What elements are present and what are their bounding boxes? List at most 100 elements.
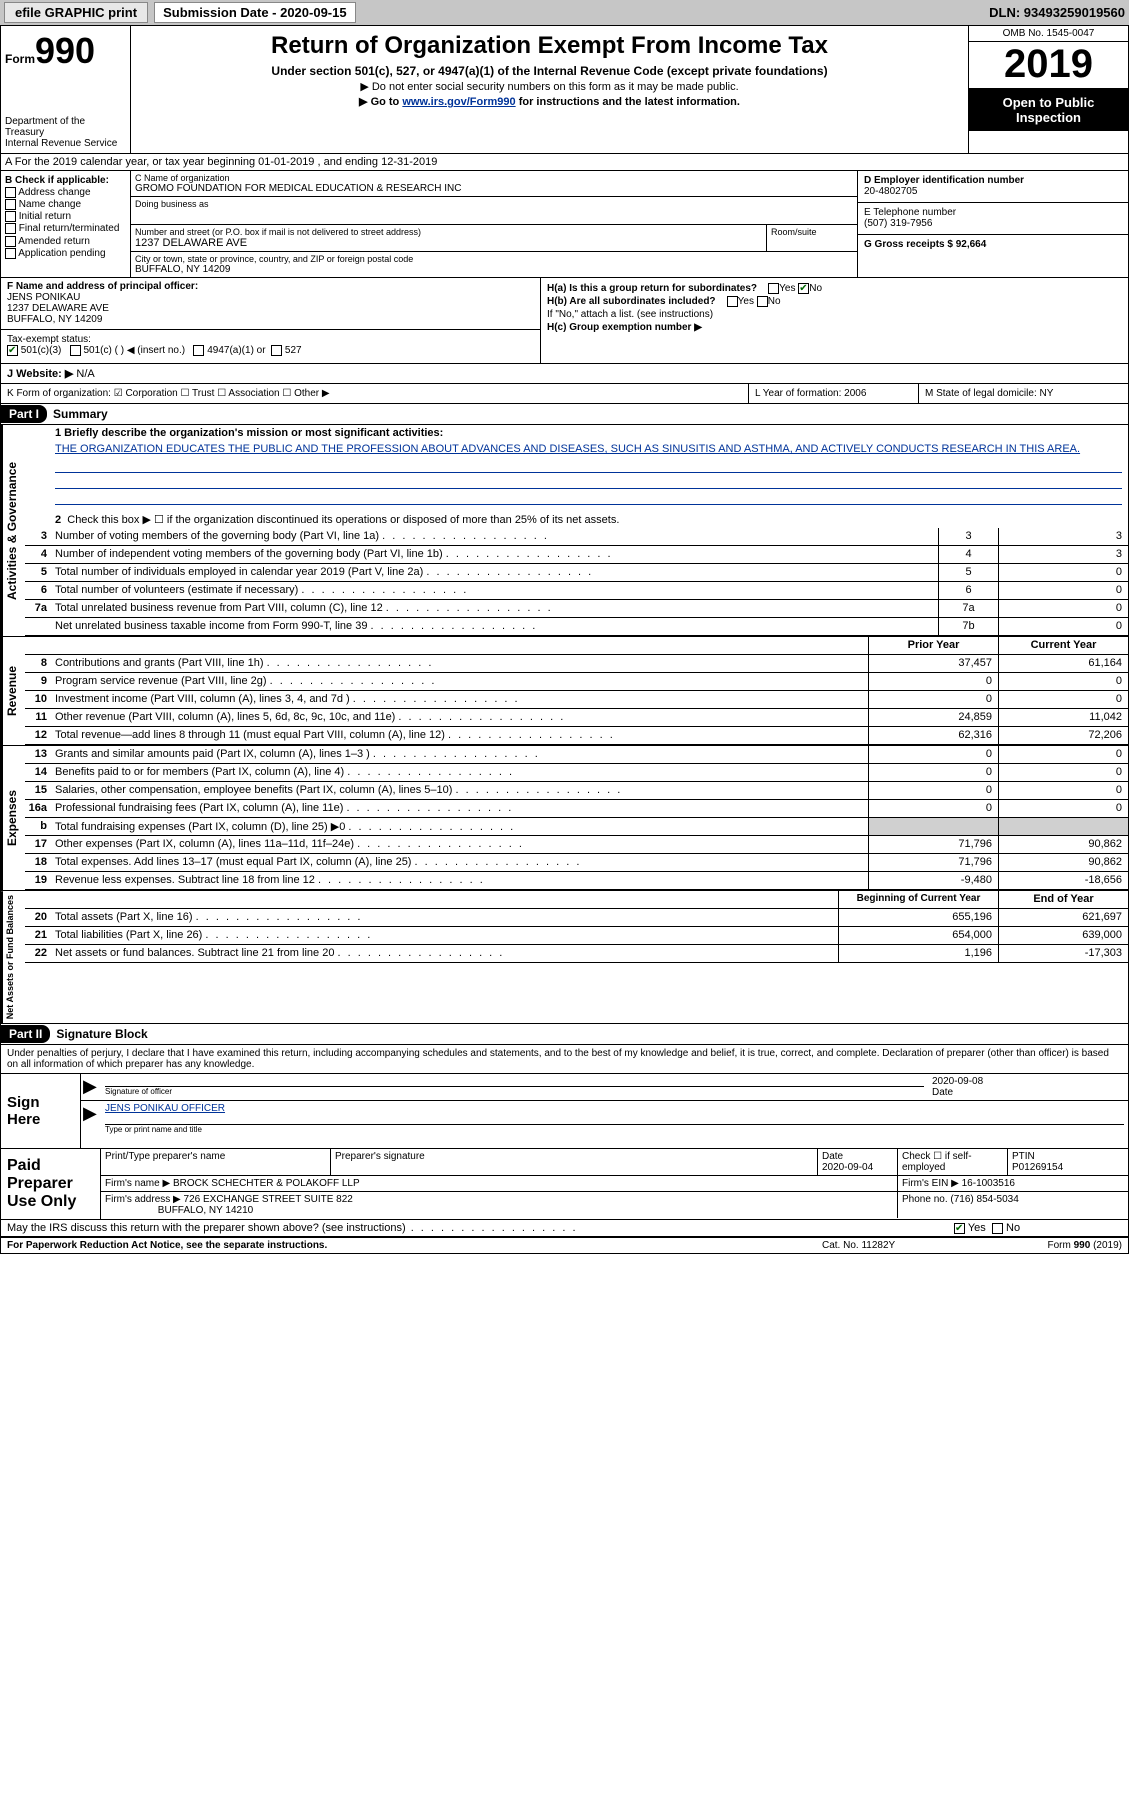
check-address[interactable]: Address change xyxy=(18,187,90,198)
sig-arrow-icon: ▶ xyxy=(81,1074,101,1100)
header-mid: Return of Organization Exempt From Incom… xyxy=(131,26,968,153)
table-row: 9Program service revenue (Part VIII, lin… xyxy=(25,673,1128,691)
form990-link[interactable]: www.irs.gov/Form990 xyxy=(402,96,515,108)
col-b-checks: B Check if applicable: Address change Na… xyxy=(1,171,131,277)
tax-year: 2019 xyxy=(969,42,1128,89)
check-amended[interactable]: Amended return xyxy=(18,236,90,247)
firm-addr2: BUFFALO, NY 14210 xyxy=(158,1205,253,1216)
sig-name-val: JENS PONIKAU OFFICER xyxy=(105,1103,225,1114)
form-container: Form990 Department of the Treasury Inter… xyxy=(0,25,1129,1254)
check-final[interactable]: Final return/terminated xyxy=(19,224,120,235)
paid-preparer-label: Paid Preparer Use Only xyxy=(1,1149,101,1219)
dept-treasury: Department of the Treasury Internal Reve… xyxy=(5,116,126,149)
room-label: Room/suite xyxy=(767,225,857,251)
hb-yes[interactable]: Yes xyxy=(738,296,754,307)
hdr-eoy: End of Year xyxy=(998,891,1128,908)
org-name: GROMO FOUNDATION FOR MEDICAL EDUCATION &… xyxy=(135,183,853,194)
ha-no[interactable]: No xyxy=(809,283,822,294)
ptin-value: P01269154 xyxy=(1012,1162,1063,1173)
note2-post: for instructions and the latest informat… xyxy=(516,96,740,108)
sig-name-label: Type or print name and title xyxy=(105,1124,1124,1134)
firm-addr1: 726 EXCHANGE STREET SUITE 822 xyxy=(184,1194,353,1205)
phone-value: (507) 319-7956 xyxy=(864,218,932,229)
ha-yes[interactable]: Yes xyxy=(779,283,795,294)
note-link: ▶ Go to www.irs.gov/Form990 for instruct… xyxy=(139,95,960,108)
col-g-gross: G Gross receipts $ 92,664 xyxy=(858,235,1128,267)
note-ssn: ▶ Do not enter social security numbers o… xyxy=(139,80,960,93)
form-title: Return of Organization Exempt From Incom… xyxy=(139,32,960,60)
col-f-officer: F Name and address of principal officer:… xyxy=(1,278,541,363)
firm-name: BROCK SCHECHTER & POLAKOFF LLP xyxy=(173,1178,360,1189)
side-revenue: Revenue xyxy=(1,637,25,745)
hb-no[interactable]: No xyxy=(768,296,781,307)
line1-mission: THE ORGANIZATION EDUCATES THE PUBLIC AND… xyxy=(25,441,1128,457)
form-subtitle: Under section 501(c), 527, or 4947(a)(1)… xyxy=(139,64,960,78)
col-c-org: C Name of organization GROMO FOUNDATION … xyxy=(131,171,858,277)
table-row: 3Number of voting members of the governi… xyxy=(25,528,1128,546)
table-row: 20Total assets (Part X, line 16) 655,196… xyxy=(25,909,1128,927)
status-527: 527 xyxy=(285,345,302,356)
check-initial[interactable]: Initial return xyxy=(19,211,71,222)
table-row: 14Benefits paid to or for members (Part … xyxy=(25,764,1128,782)
top-bar: efile GRAPHIC print Submission Date - 20… xyxy=(0,0,1129,25)
tax-status-label: Tax-exempt status: xyxy=(7,334,91,345)
firm-phone: (716) 854-5034 xyxy=(950,1194,1018,1205)
omb-number: OMB No. 1545-0047 xyxy=(969,26,1128,42)
footer-form: Form 990 (2019) xyxy=(972,1240,1122,1251)
col-h-group: H(a) Is this a group return for subordin… xyxy=(541,278,1128,363)
col-b-label: B Check if applicable: xyxy=(5,175,126,186)
status-4947: 4947(a)(1) or xyxy=(207,345,265,356)
firm-name-label: Firm's name ▶ xyxy=(105,1178,170,1189)
status-501c: 501(c) ( ) ◀ (insert no.) xyxy=(83,345,185,356)
prep-self-employed: Check ☐ if self-employed xyxy=(898,1149,1008,1175)
table-row: 15Salaries, other compensation, employee… xyxy=(25,782,1128,800)
org-name-label: C Name of organization xyxy=(135,173,853,183)
table-row: 8Contributions and grants (Part VIII, li… xyxy=(25,655,1128,673)
row-j-website: J Website: ▶ N/A xyxy=(1,364,1128,384)
prep-name-label: Print/Type preparer's name xyxy=(101,1149,331,1175)
hdr-prior: Prior Year xyxy=(868,637,998,654)
sig-arrow2-icon: ▶ xyxy=(81,1101,101,1136)
table-row: 11Other revenue (Part VIII, column (A), … xyxy=(25,709,1128,727)
part2-title: Signature Block xyxy=(50,1027,147,1041)
submission-date: Submission Date - 2020-09-15 xyxy=(154,2,356,23)
hdr-current: Current Year xyxy=(998,637,1128,654)
sig-intro: Under penalties of perjury, I declare th… xyxy=(1,1045,1128,1074)
footer-pra: For Paperwork Reduction Act Notice, see … xyxy=(7,1240,327,1251)
firm-ein-label: Firm's EIN ▶ xyxy=(902,1178,959,1189)
website-label: J Website: ▶ xyxy=(7,368,73,380)
check-pending[interactable]: Application pending xyxy=(18,248,105,259)
part1-badge: Part I xyxy=(1,405,47,423)
row-k-form-org: K Form of organization: ☑ Corporation ☐ … xyxy=(1,384,748,403)
table-row: 17Other expenses (Part IX, column (A), l… xyxy=(25,836,1128,854)
dln: DLN: 93493259019560 xyxy=(989,5,1125,20)
prep-date-label: Date xyxy=(822,1151,843,1162)
efile-print-button[interactable]: efile GRAPHIC print xyxy=(4,2,148,23)
ha-label: H(a) Is this a group return for subordin… xyxy=(547,283,757,294)
table-row: 4Number of independent voting members of… xyxy=(25,546,1128,564)
officer-addr2: BUFFALO, NY 14209 xyxy=(7,314,102,325)
table-row: 7aTotal unrelated business revenue from … xyxy=(25,600,1128,618)
table-row: 6Total number of volunteers (estimate if… xyxy=(25,582,1128,600)
header-left: Form990 Department of the Treasury Inter… xyxy=(1,26,131,153)
table-row: bTotal fundraising expenses (Part IX, co… xyxy=(25,818,1128,836)
header-right: OMB No. 1545-0047 2019 Open to Public In… xyxy=(968,26,1128,153)
discuss-no[interactable]: No xyxy=(1006,1222,1020,1234)
sign-here-label: Sign Here xyxy=(1,1074,81,1148)
street-value: 1237 DELAWARE AVE xyxy=(135,237,762,249)
line2-checkbox: Check this box ▶ ☐ if the organization d… xyxy=(67,514,619,526)
street-label: Number and street (or P.O. box if mail i… xyxy=(135,227,762,237)
discuss-yes[interactable]: Yes xyxy=(968,1222,986,1234)
col-e-phone: E Telephone number (507) 319-7956 xyxy=(858,203,1128,235)
form-label: Form xyxy=(5,52,35,66)
firm-phone-label: Phone no. xyxy=(902,1194,948,1205)
prep-sig-label: Preparer's signature xyxy=(331,1149,818,1175)
prep-date: 2020-09-04 xyxy=(822,1162,873,1173)
table-row: Net unrelated business taxable income fr… xyxy=(25,618,1128,636)
ein-label: D Employer identification number xyxy=(864,175,1024,186)
check-name[interactable]: Name change xyxy=(19,199,81,210)
firm-ein: 16-1003516 xyxy=(962,1178,1015,1189)
firm-addr-label: Firm's address ▶ xyxy=(105,1194,181,1205)
dba-label: Doing business as xyxy=(135,199,853,209)
side-expenses: Expenses xyxy=(1,746,25,890)
